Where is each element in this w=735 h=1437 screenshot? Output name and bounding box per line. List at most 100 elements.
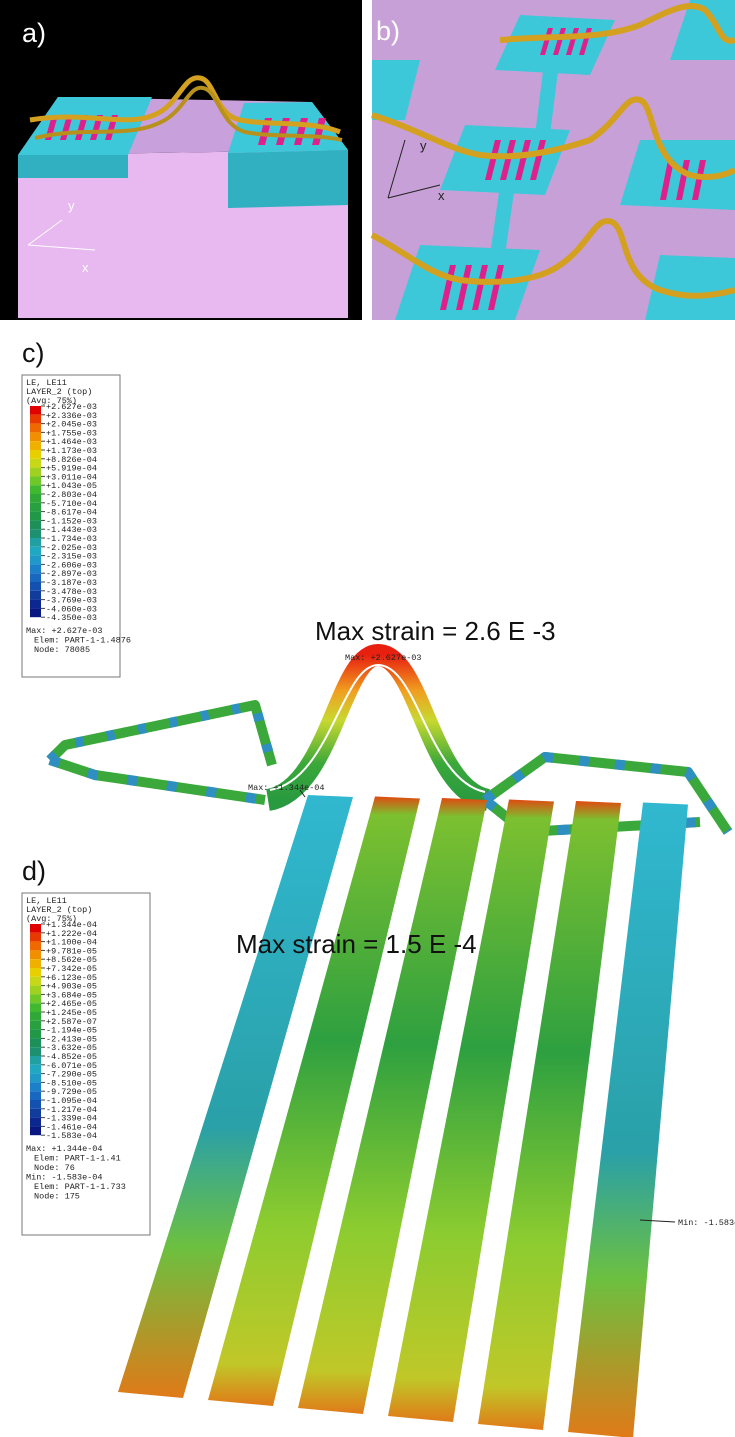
legend-tick-label: -2.025e-03 <box>46 543 97 553</box>
color-band <box>30 1100 41 1109</box>
color-band <box>30 546 41 556</box>
axis <box>27 219 63 246</box>
panel-b: b) y x <box>370 0 735 320</box>
legend-tick-label: +8.826e-04 <box>46 455 97 465</box>
panel-label: a) <box>22 18 46 48</box>
legend-footer: Elem: PART-1-1.41 <box>34 1154 121 1164</box>
legend-tick-label: -9.729e-05 <box>46 1087 97 1097</box>
legend-tick-label: -1.443e-03 <box>46 525 97 535</box>
color-band <box>30 1082 41 1092</box>
color-band <box>30 590 41 600</box>
leader <box>639 1219 676 1223</box>
annotation: Max strain = 2.6 E -3 <box>315 616 556 646</box>
color-band <box>30 467 41 477</box>
callout: Min: -1.583e-04 <box>678 1218 735 1228</box>
legend-tick-label: -1.194e-05 <box>46 1026 97 1036</box>
legend-footer: Min: -1.583e-04 <box>26 1173 103 1183</box>
color-band <box>30 529 41 538</box>
legend-tick-label: +1.464e-03 <box>46 437 97 447</box>
pad-side <box>18 155 128 178</box>
legend-tick-label: +8.562e-05 <box>46 955 97 965</box>
color-band <box>30 414 41 424</box>
color-band <box>30 520 41 530</box>
legend-tick-label: -6.071e-05 <box>46 1061 97 1071</box>
color-band <box>30 441 41 450</box>
color-band <box>30 432 41 442</box>
color-band <box>30 1108 41 1118</box>
strip <box>568 802 688 1437</box>
legend-tick-label: +6.123e-05 <box>46 973 97 983</box>
color-band <box>30 485 41 494</box>
strip <box>118 795 353 1398</box>
legend-header: LAYER_2 (top) <box>26 905 92 915</box>
strip <box>478 801 621 1430</box>
color-band <box>30 1029 41 1039</box>
color-band <box>30 1056 41 1065</box>
color-band <box>30 406 41 415</box>
legend-tick-label: -1.095e-04 <box>46 1096 97 1106</box>
color-band <box>30 932 41 942</box>
color-band <box>30 573 41 582</box>
color-band <box>30 538 41 547</box>
legend-tick-label: -8.510e-05 <box>46 1078 97 1088</box>
legend-footer: Max: +2.627e-03 <box>26 626 103 636</box>
legend-tick-label: +1.755e-03 <box>46 428 97 438</box>
strips <box>118 795 688 1437</box>
legend-footer: Max: +1.344e-04 <box>26 1144 103 1154</box>
legend-footer: Node: 76 <box>34 1163 75 1173</box>
legend-tick-label: -8.617e-04 <box>46 508 97 518</box>
legend-tick-label: +2.045e-03 <box>46 420 97 430</box>
legend-footer: Node: 78085 <box>34 645 90 655</box>
color-band <box>30 1003 41 1012</box>
axis-label: y <box>420 138 427 153</box>
legend-tick-label: -4.060e-03 <box>46 604 97 614</box>
pads <box>372 0 735 320</box>
color-band <box>30 608 41 618</box>
axis <box>27 244 96 251</box>
color-band <box>30 924 41 933</box>
color-band <box>30 458 41 468</box>
legend-tick-label: +2.627e-03 <box>46 402 97 412</box>
color-band <box>30 1091 41 1100</box>
strip <box>298 798 487 1414</box>
color-band <box>30 555 41 565</box>
ribbons <box>370 3 735 299</box>
legend-tick-label: +4.903e-05 <box>46 982 97 992</box>
legend-tick-label: -3.632e-05 <box>46 1043 97 1053</box>
legend-tick-label: -4.350e-03 <box>46 613 97 623</box>
color-band <box>30 564 41 574</box>
ribbon <box>29 75 341 135</box>
color-band <box>30 1038 41 1048</box>
color-band <box>30 1126 41 1136</box>
legend-tick-label: -1.461e-04 <box>46 1122 97 1132</box>
legend-tick-label: -4.852e-05 <box>46 1052 97 1062</box>
legend-header: LE, LE11 <box>26 378 67 388</box>
color-band <box>30 1020 41 1030</box>
panel-d: d) Max: +1.344e-04 Min: -1.583e-04 Max s… <box>21 783 735 1437</box>
panel-label: d) <box>22 856 46 886</box>
legend-footer: Elem: PART-1-1.4876 <box>34 636 131 646</box>
strip <box>208 796 420 1406</box>
color-band <box>30 476 41 486</box>
legend-tick-label: +3.684e-05 <box>46 990 97 1000</box>
ribbon <box>34 85 343 142</box>
color-band <box>30 950 41 960</box>
color-band <box>30 599 41 609</box>
legend-header: (Avg: 75%) <box>26 914 77 924</box>
annotation: Max strain = 1.5 E -4 <box>236 929 477 959</box>
strip <box>388 799 554 1422</box>
legend-tick-label: +1.222e-04 <box>46 929 97 939</box>
legend-tick-label: -2.803e-04 <box>46 490 97 500</box>
color-band <box>30 450 41 459</box>
panel-c: c) Max: +2.627e-03 Max strain = 2.6 E -3… <box>21 338 733 837</box>
legend-tick-label: -1.734e-03 <box>46 534 97 544</box>
axis <box>387 184 441 199</box>
legend-tick-label: +1.100e-04 <box>46 938 97 948</box>
color-band <box>30 1012 41 1021</box>
panel-a: a) y x <box>0 0 362 320</box>
legend-tick-label: -5.710e-04 <box>46 499 97 509</box>
color-band <box>30 582 41 591</box>
legend-tick-label: +5.919e-04 <box>46 464 97 474</box>
legend-tick-label: +7.342e-05 <box>46 964 97 974</box>
legend-tick-label: -2.315e-03 <box>46 552 97 562</box>
